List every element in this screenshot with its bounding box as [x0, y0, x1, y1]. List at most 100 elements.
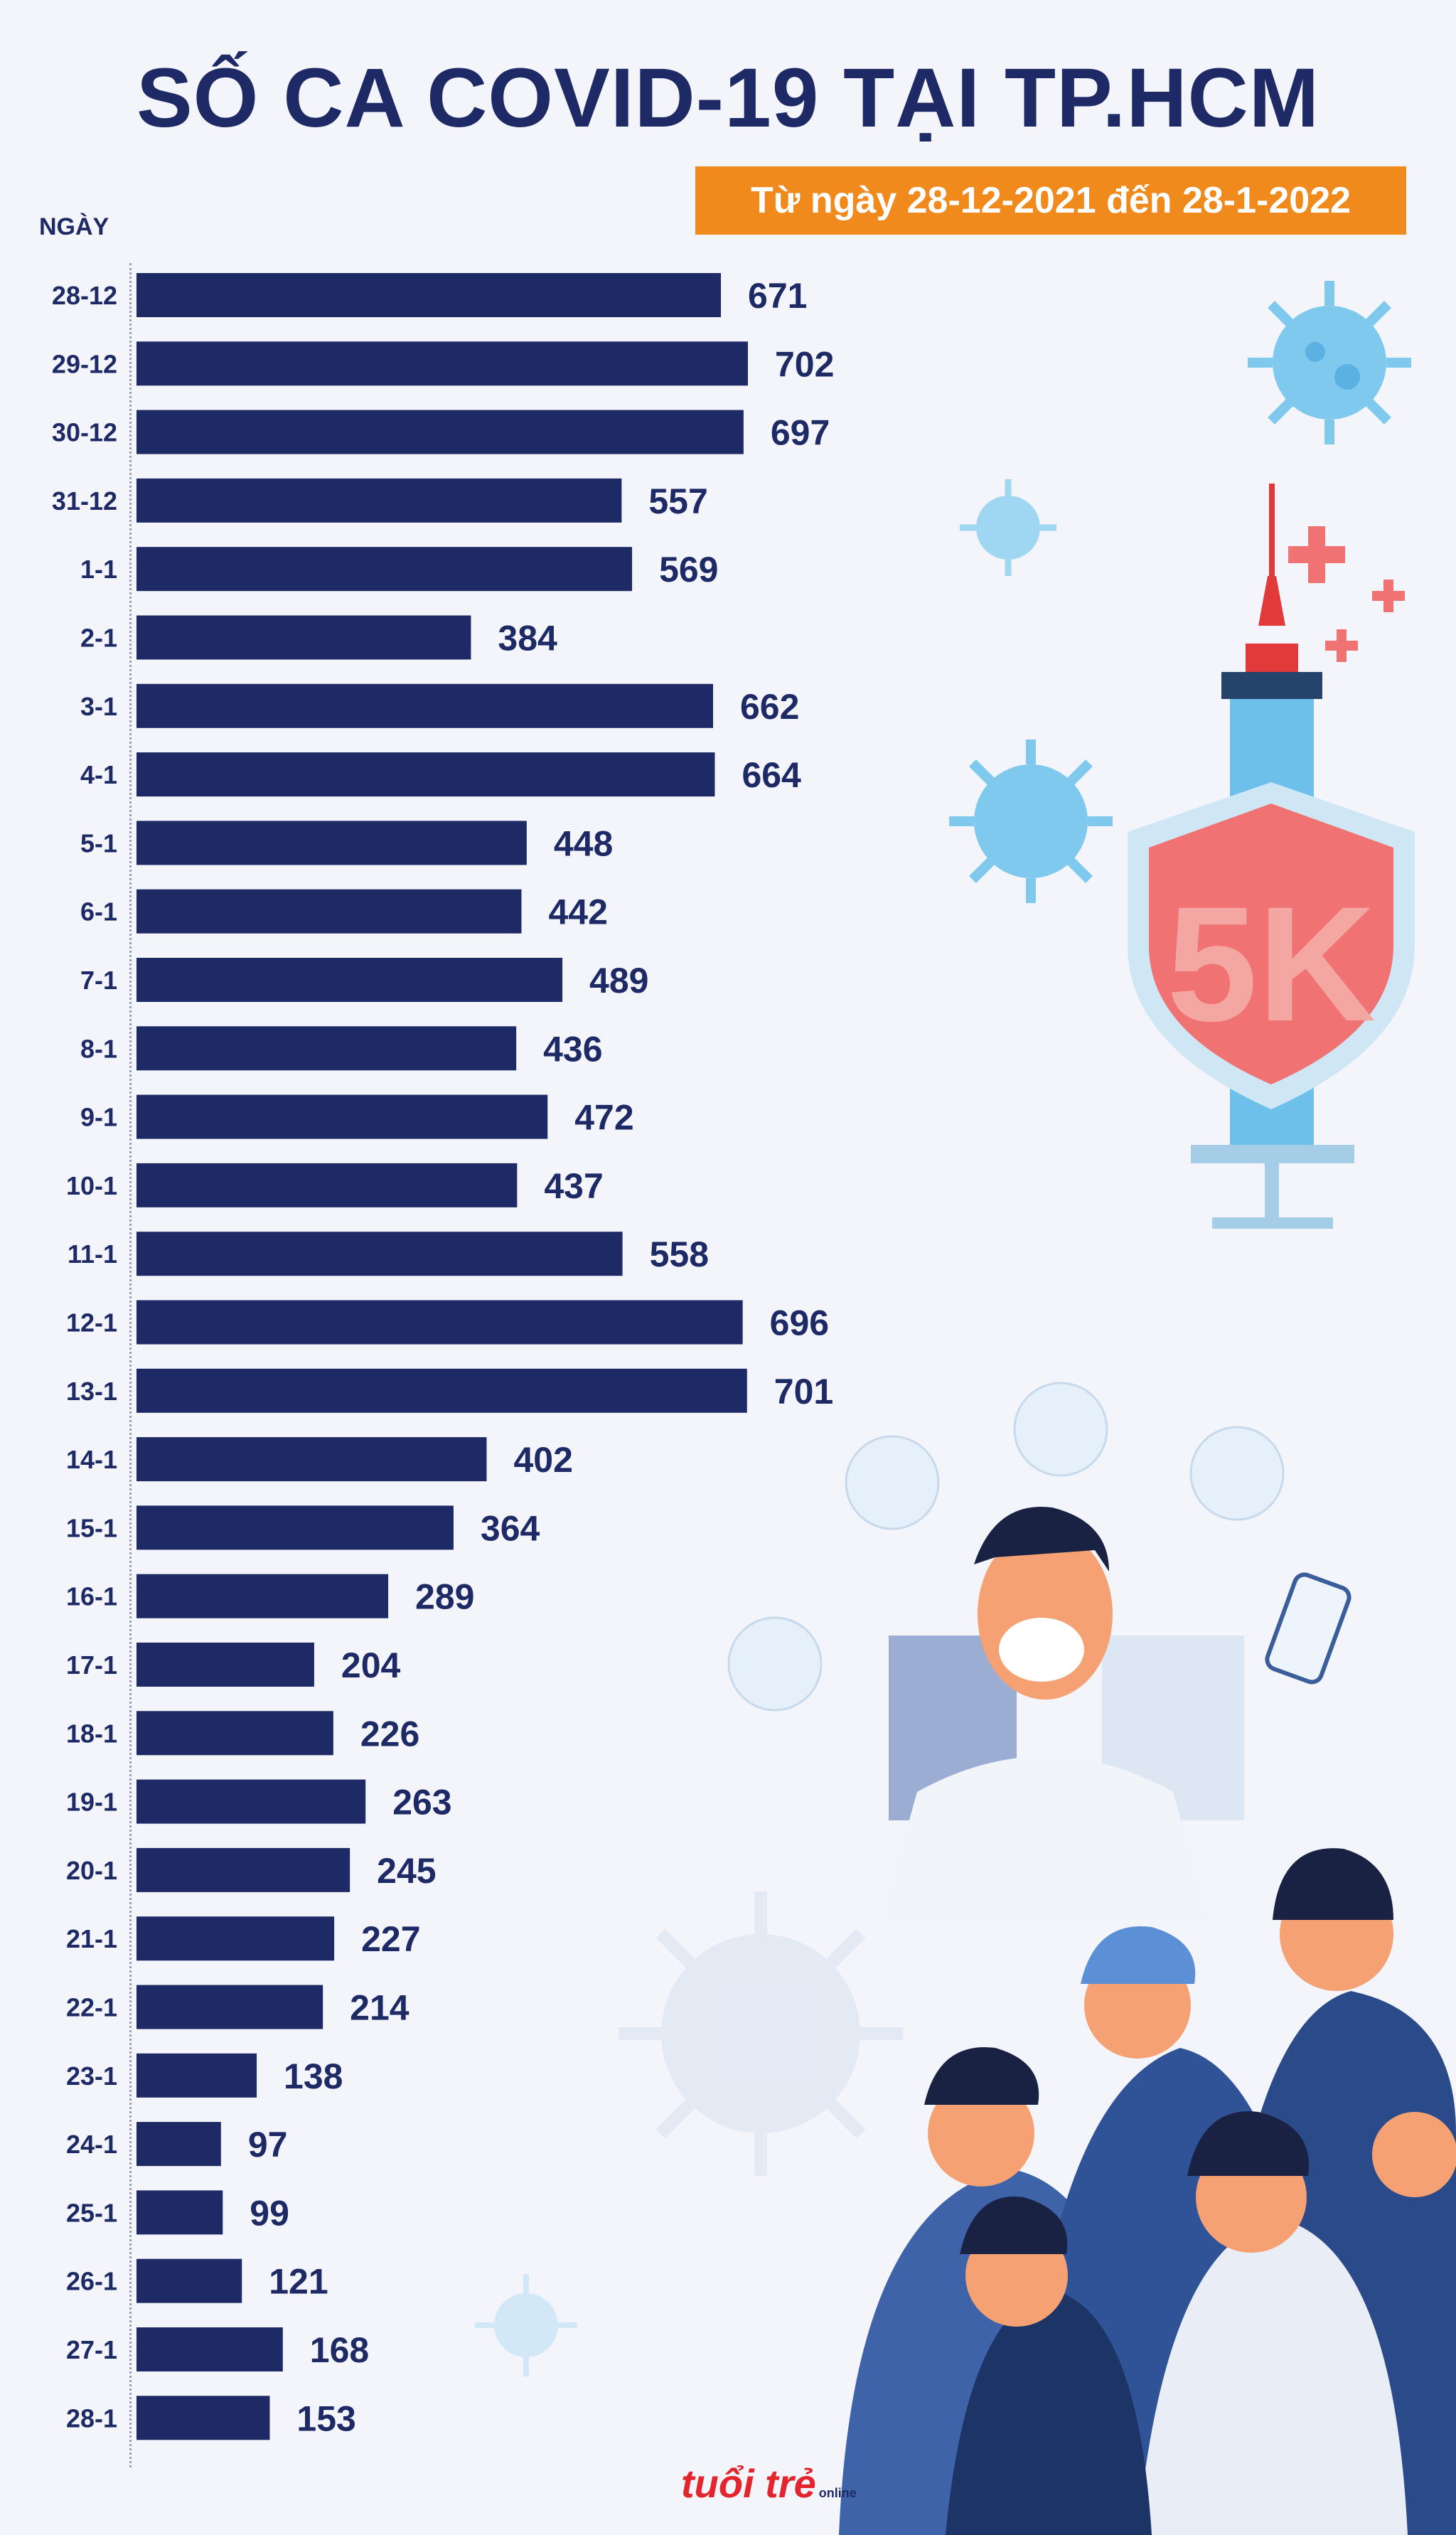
bar	[136, 2327, 283, 2371]
bar	[136, 1505, 454, 1550]
category-tick-label: 9-1	[80, 1103, 117, 1132]
virus-icon	[960, 479, 1056, 576]
bar	[136, 889, 522, 934]
category-tick-label: 4-1	[80, 760, 117, 789]
bar	[136, 752, 715, 797]
bar-value-label: 701	[774, 1372, 833, 1411]
bar-value-label: 214	[350, 1988, 410, 2028]
category-tick-label: 28-12	[52, 281, 117, 310]
logo-main-text: tuổi trẻ	[681, 2461, 816, 2506]
doctor-illustration	[727, 1382, 1351, 1920]
virus-icon	[1248, 281, 1411, 444]
bar	[136, 2122, 221, 2167]
category-tick-label: 17-1	[66, 1650, 117, 1680]
crowd-illustration	[839, 1848, 1456, 2535]
logo-sub-text: online	[818, 2486, 857, 2500]
syringe-shield-icon: 5K	[1128, 484, 1415, 1229]
category-tick-label: 11-1	[68, 1239, 117, 1269]
category-tick-label: 19-1	[66, 1788, 117, 1817]
bar	[136, 1094, 548, 1139]
category-tick-label: 6-1	[80, 897, 117, 927]
bar	[136, 2396, 270, 2440]
bar-value-label: 437	[544, 1166, 603, 1206]
category-tick-label: 30-12	[52, 418, 117, 447]
bar-value-label: 402	[513, 1440, 572, 1480]
virus-icon	[619, 1891, 903, 2176]
bar	[136, 478, 622, 523]
category-tick-label: 21-1	[66, 1924, 117, 1953]
bar-value-label: 263	[392, 1783, 451, 1822]
bar	[136, 2258, 242, 2303]
bar	[136, 1711, 333, 1756]
category-tick-label: 16-1	[66, 1582, 117, 1611]
bar	[136, 1300, 743, 1345]
category-tick-label: 26-1	[66, 2267, 117, 2296]
bar-value-label: 697	[771, 413, 830, 453]
page-title: SỐ CA COVID-19 TẠI TP.HCM	[136, 51, 1320, 145]
bar-value-label: 153	[296, 2398, 355, 2438]
bar-value-label: 364	[481, 1508, 540, 1548]
bar	[136, 341, 748, 386]
bar-value-label: 442	[548, 892, 607, 932]
y-axis-line	[129, 263, 132, 2467]
category-tick-label: 5-1	[80, 828, 117, 858]
category-tick-label: 20-1	[66, 1856, 117, 1885]
bar	[136, 821, 527, 865]
bar	[136, 1437, 487, 1482]
category-tick-label: 12-1	[66, 1308, 117, 1338]
bar-value-label: 702	[775, 344, 834, 384]
bar	[136, 1368, 747, 1413]
bar	[136, 1847, 350, 1892]
category-tick-label: 13-1	[66, 1377, 117, 1406]
y-axis-label: NGÀY	[39, 213, 109, 240]
bar-value-label: 557	[648, 481, 707, 521]
bar	[136, 1026, 517, 1071]
category-tick-label: 31-12	[52, 486, 117, 516]
bar-value-label: 489	[589, 961, 648, 1000]
category-tick-label: 15-1	[66, 1513, 117, 1542]
category-tick-label: 23-1	[66, 2061, 117, 2091]
bar-value-label: 448	[554, 823, 613, 863]
bar-value-label: 245	[377, 1851, 436, 1891]
shield-5k-text: 5K	[1167, 872, 1376, 1055]
bar	[136, 410, 744, 454]
category-tick-label: 7-1	[80, 966, 117, 995]
category-tick-label: 22-1	[66, 1993, 117, 2022]
bar-value-label: 384	[498, 619, 557, 658]
bar	[136, 1985, 323, 2029]
bar	[136, 1163, 518, 1207]
bar	[136, 1916, 335, 1961]
category-tick-label: 25-1	[66, 2198, 117, 2227]
bar-value-label: 671	[748, 276, 807, 316]
category-tick-label: 24-1	[66, 2130, 117, 2159]
bar	[136, 958, 563, 1002]
category-tick-label: 28-1	[66, 2403, 117, 2433]
bar-value-label: 204	[341, 1645, 401, 1685]
bar	[136, 273, 722, 317]
date-range-badge: Từ ngày 28-12-2021 đến 28-1-2022	[695, 166, 1406, 235]
bar-value-label: 168	[310, 2330, 369, 2370]
bar-value-label: 121	[269, 2262, 328, 2302]
bar-value-label: 472	[574, 1098, 633, 1138]
category-tick-label: 10-1	[66, 1171, 117, 1200]
bar	[136, 2053, 257, 2098]
bar-value-label: 99	[250, 2193, 289, 2233]
bar	[136, 2190, 223, 2235]
category-tick-label: 2-1	[80, 624, 117, 653]
virus-icon	[949, 740, 1113, 903]
category-tick-label: 27-1	[66, 2335, 117, 2364]
category-tick-label: 18-1	[66, 1719, 117, 1748]
bar	[136, 1232, 623, 1276]
category-tick-label: 14-1	[66, 1445, 117, 1474]
bar-value-label: 227	[361, 1919, 420, 1959]
tuoitre-logo: tuổi trẻ online	[681, 2460, 857, 2507]
category-tick-label: 1-1	[80, 555, 117, 584]
bar	[136, 1779, 366, 1824]
bar	[136, 1643, 314, 1687]
category-tick-label: 8-1	[80, 1034, 117, 1063]
category-tick-label: 3-1	[80, 692, 117, 721]
bar-value-label: 138	[284, 2056, 343, 2096]
bar-value-label: 436	[543, 1029, 602, 1069]
